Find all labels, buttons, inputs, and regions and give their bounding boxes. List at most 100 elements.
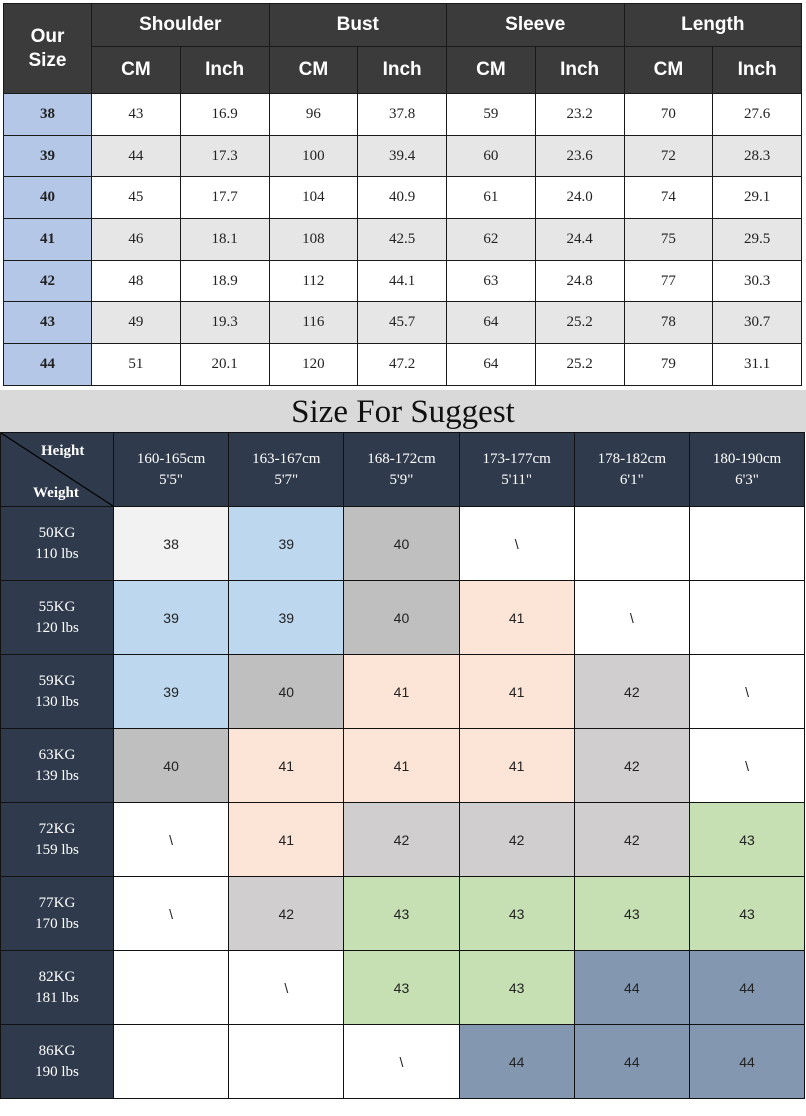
weight-kg: 82KG (38, 968, 76, 985)
weight-header: 55KG 120 lbs (0, 580, 114, 655)
height-header: 160-165cm 5'5" (112, 432, 230, 507)
weight-row: 50KG 110 lbs 38 39 40 \ (0, 506, 806, 581)
weight-kg: 72KG (38, 820, 76, 837)
header-row-groups: Our Size Shoulder Bust Sleeve Length (3, 3, 803, 94)
suggested-size-cell (573, 506, 690, 581)
measurement-cell: 28.3 (712, 134, 803, 178)
size-cell: 44 (3, 343, 92, 386)
weight-header: 59KG 130 lbs (0, 654, 114, 729)
table-row: 39 44 17.3 100 39.4 60 23.6 72 28.3 (3, 134, 803, 178)
size-cell: 38 (3, 93, 92, 136)
measurement-cell: 19.3 (179, 301, 270, 345)
suggested-size-cell: 40 (228, 654, 345, 729)
table-row: 44 51 20.1 120 47.2 64 25.2 79 31.1 (3, 343, 803, 386)
suggested-size-cell: 43 (458, 950, 575, 1025)
suggested-size-cell (112, 1024, 230, 1099)
measurement-cell: 40.9 (357, 176, 448, 220)
measurement-cell: 60 (446, 134, 536, 178)
suggested-size-cell: \ (228, 950, 345, 1025)
height-cm: 180-190cm (712, 450, 782, 467)
weight-lbs: 139 lbs (35, 767, 79, 784)
measurement-cell: 48 (91, 259, 181, 303)
suggested-size-cell: 41 (228, 728, 345, 803)
suggested-size-cell: \ (688, 728, 806, 803)
measurement-cell: 39.4 (357, 134, 448, 178)
measurement-cell: 23.2 (534, 93, 625, 136)
weight-lbs: 130 lbs (35, 693, 79, 710)
height-ft: 5'9" (389, 471, 414, 488)
measurement-cell: 25.2 (534, 343, 625, 386)
weight-header: 86KG 190 lbs (0, 1024, 114, 1099)
measurement-cell: 51 (91, 343, 181, 386)
measurement-cell: 59 (446, 93, 536, 136)
weight-header: 82KG 181 lbs (0, 950, 114, 1025)
measurement-cell: 16.9 (179, 93, 270, 136)
measurement-cell: 120 (268, 343, 359, 386)
measurement-cell: 108 (268, 218, 359, 261)
weight-kg: 55KG (38, 598, 76, 615)
measurement-cell: 75 (623, 218, 714, 261)
measurement-cell: 45 (91, 176, 181, 220)
height-ft: 6'3" (735, 471, 759, 488)
suggested-size-cell: 43 (573, 876, 690, 951)
table-row: 40 45 17.7 104 40.9 61 24.0 74 29.1 (3, 176, 803, 220)
measurement-cell: 104 (268, 176, 359, 220)
unit-header: CM (623, 46, 714, 94)
measurement-cell: 29.1 (712, 176, 803, 220)
header-row-units: CM Inch CM Inch CM Inch CM Inch (4, 46, 803, 94)
weight-kg: 63KG (38, 746, 76, 763)
suggested-size-cell: 43 (688, 876, 806, 951)
weight-header: 63KG 139 lbs (0, 728, 114, 803)
height-header: 168-172cm 5'9" (343, 432, 460, 507)
measurement-cell: 31.1 (712, 343, 803, 386)
suggested-size-cell: \ (688, 654, 806, 729)
suggested-size-cell: \ (458, 506, 575, 581)
measurement-cell: 49 (91, 301, 181, 345)
measurement-cell: 30.3 (712, 259, 803, 303)
measurement-cell: 79 (623, 343, 714, 386)
weight-row: 55KG 120 lbs 39 39 40 41 \ (0, 580, 806, 655)
weight-lbs: 170 lbs (35, 915, 79, 932)
unit-header: CM (446, 46, 536, 94)
height-ft: 6'1" (619, 471, 644, 488)
measurement-cell: 96 (268, 93, 359, 136)
unit-header: Inch (179, 46, 270, 94)
suggested-size-cell: 42 (573, 802, 690, 877)
table-row: 41 46 18.1 108 42.5 62 24.4 75 29.5 (3, 218, 803, 261)
suggested-size-cell: 39 (112, 654, 230, 729)
weight-lbs: 190 lbs (35, 1063, 79, 1080)
table-row: 42 48 18.9 112 44.1 63 24.8 77 30.3 (3, 259, 803, 303)
measurement-cell: 63 (446, 259, 536, 303)
measurement-cell: 45.7 (357, 301, 448, 345)
suggested-size-cell: 42 (573, 654, 690, 729)
table-row: 43 49 19.3 116 45.7 64 25.2 78 30.7 (3, 301, 803, 345)
measurement-cell: 37.8 (357, 93, 448, 136)
group-header-sleeve: Sleeve (446, 3, 625, 47)
weight-kg: 86KG (38, 1042, 76, 1059)
measurement-cell: 44 (91, 134, 181, 178)
suggested-size-cell: 44 (688, 1024, 806, 1099)
suggested-size-cell: \ (112, 802, 230, 877)
weight-header: 72KG 159 lbs (0, 802, 114, 877)
suggested-size-cell: 40 (112, 728, 230, 803)
weight-header: 77KG 170 lbs (0, 876, 114, 951)
measurement-cell: 30.7 (712, 301, 803, 345)
height-ft: 5'11" (501, 471, 533, 488)
measurement-cell: 116 (268, 301, 359, 345)
suggested-size-cell: 44 (688, 950, 806, 1025)
height-label: Height (41, 443, 85, 459)
size-cell: 43 (3, 301, 92, 345)
measurement-cell: 43 (91, 93, 181, 136)
height-cm: 168-172cm (367, 450, 436, 467)
suggested-size-cell: 44 (458, 1024, 575, 1099)
size-cell: 40 (3, 176, 92, 220)
suggested-size-cell: 40 (343, 580, 460, 655)
measurement-cell: 62 (446, 218, 536, 261)
suggested-size-cell: 42 (573, 728, 690, 803)
height-cm: 160-165cm (136, 450, 206, 467)
suggested-size-cell: 43 (458, 876, 575, 951)
measurement-cell: 64 (446, 343, 536, 386)
height-header: 173-177cm 5'11" (458, 432, 575, 507)
height-header: 178-182cm 6'1" (573, 432, 690, 507)
measurement-cell: 24.4 (534, 218, 625, 261)
